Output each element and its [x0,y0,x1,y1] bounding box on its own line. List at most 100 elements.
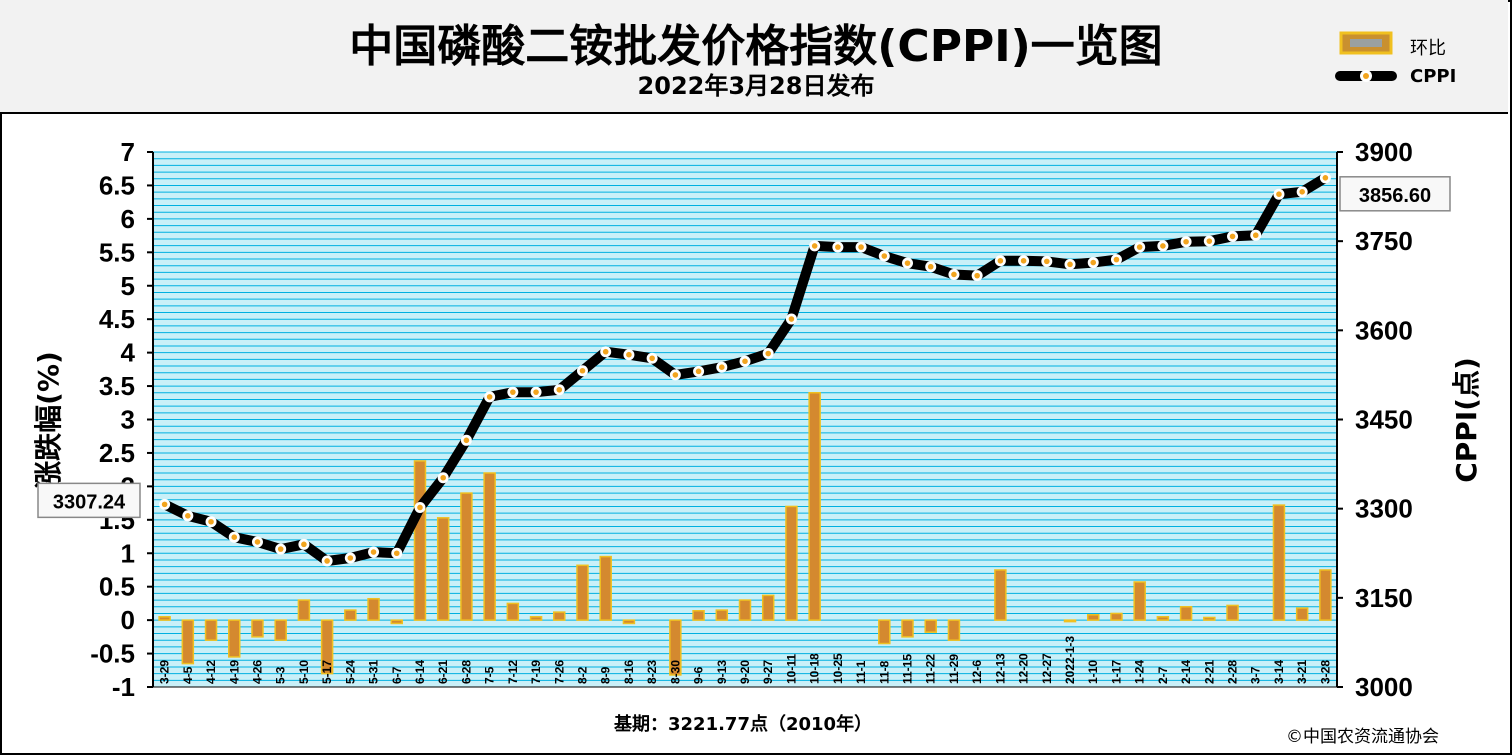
left-tick-label: 1 [121,538,135,568]
x-tick-label: 10-18 [808,653,822,684]
left-tick-label: 6.5 [99,170,135,200]
x-tick-label: 5-24 [343,660,357,684]
bar [1110,612,1123,621]
bar [622,619,636,625]
cppi-point-dot [579,367,586,374]
cppi-point-dot [254,539,261,545]
x-tick-label: 4-19 [227,660,241,684]
bar [1086,614,1100,621]
cppi-point-dot [1136,244,1143,250]
bar [553,611,566,621]
cppi-point-dot [208,518,214,525]
x-tick-label: 3-14 [1272,660,1286,684]
x-tick-label: 9-13 [715,660,729,684]
cppi-point-dot [1322,174,1329,181]
cppi-point-dot [301,541,307,548]
x-tick-label: 2-21 [1202,660,1216,684]
left-tick-label: -0.5 [90,639,135,669]
left-tick-label: 7 [121,137,135,167]
cppi-point-dot [742,358,748,365]
cppi-point-dot [1113,256,1120,263]
end-value-label: 3856.60 [1359,185,1431,207]
x-tick-label: 10-25 [831,653,845,684]
right-tick-label: 3150 [1355,583,1413,613]
x-tick-label: 8-23 [645,660,659,684]
right-tick-label: 3600 [1355,315,1413,345]
bar [367,597,380,621]
bar [761,594,775,621]
x-tick-label: 1-24 [1133,660,1147,684]
left-tick-label: 2.5 [99,438,135,468]
cppi-point-dot [1160,243,1166,249]
bar [924,619,937,633]
x-tick-label: 8-9 [599,666,613,684]
x-tick-label: 3-7 [1249,666,1263,684]
cppi-point-dot [1067,261,1073,268]
right-tick-label: 3450 [1355,405,1413,435]
y-right-axis-title: CPPI(点) [1450,357,1483,483]
bar [483,472,496,621]
left-tick-label: 6 [121,204,135,234]
cppi-point-dot [602,348,609,355]
x-tick-label: 8-16 [622,660,636,684]
x-tick-label: 8-30 [668,660,682,684]
bar [1179,606,1193,621]
bar [669,619,682,676]
bar [344,609,357,621]
x-tick-label: 10-11 [784,654,798,684]
bar [320,619,334,675]
bar [251,619,264,638]
cppi-point-dot [486,394,493,400]
bar [274,619,287,641]
x-tick-label: 5-31 [367,660,381,684]
cppi-point-dot [277,546,284,552]
cppi-point-dot [951,271,957,278]
x-tick-label: 9-20 [738,660,752,684]
bar [436,517,450,621]
bar [901,619,914,638]
x-tick-label: 3-29 [158,660,172,684]
x-tick-label: 1-17 [1109,660,1123,684]
bar [158,616,171,621]
cppi-point-dot [765,350,772,357]
cppi-point-dot [788,316,795,322]
x-tick-label: 6-14 [413,660,427,684]
cppi-point-dot [649,355,655,362]
cppi-point-dot [997,257,1004,264]
x-tick-label: 7-12 [506,660,520,684]
start-value-label: 3307.24 [53,491,126,513]
x-tick-label: 2-28 [1226,660,1240,684]
right-tick-label: 3900 [1355,137,1413,167]
bar [1226,604,1239,621]
x-tick-label: 2-14 [1179,660,1193,684]
bar [599,555,612,621]
bar [692,610,705,621]
y-left-axis-title: 涨跌幅(%) [32,351,65,489]
cppi-point-dot [1183,238,1189,245]
cppi-point-dot [510,389,516,395]
x-tick-label: 5-10 [297,660,311,684]
cppi-point-dot [1276,191,1282,198]
cppi-point-dot [533,389,539,395]
cppi-point-dot [1206,238,1213,244]
cppi-point-dot [974,272,980,279]
x-tick-label: 11-8 [877,660,891,684]
base-period-note: 基期：3221.77点（2010年） [614,714,873,735]
x-tick-label: 5-17 [320,660,334,684]
cppi-point-dot [835,244,841,250]
bar [460,492,473,621]
x-tick-label: 6-21 [436,660,450,684]
bar [228,619,241,658]
cppi-point-dot [718,364,725,370]
cppi-point-dot [1299,189,1305,195]
x-tick-label: 3-28 [1318,660,1332,684]
cppi-point-dot [370,549,377,555]
legend-line-swatch [1335,70,1397,82]
cppi-point-dot [161,501,168,508]
left-tick-label: 3.5 [99,371,135,401]
cppi-point-dot [463,437,470,444]
bar [413,460,427,621]
right-tick-label: 3300 [1355,494,1413,524]
legend-line-label: CPPI [1410,66,1457,87]
chart-subtitle: 2022年3月28日发布 [637,72,875,100]
